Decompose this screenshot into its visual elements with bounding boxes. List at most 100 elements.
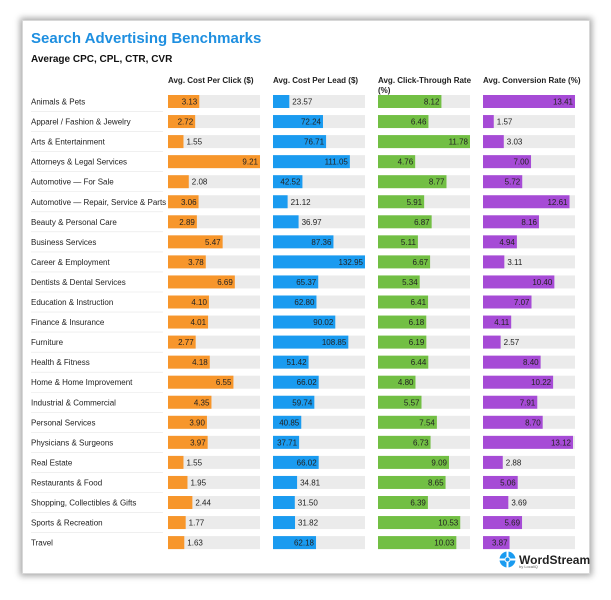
bar-cpc (168, 496, 193, 509)
chart-subtitle: Average CPC, CPL, CTR, CVR (31, 54, 173, 65)
bar-cvr (483, 135, 504, 149)
value-label-cvr: 5.72 (505, 178, 521, 187)
bar-cpl (273, 95, 290, 108)
value-label-cvr: 10.22 (531, 378, 552, 387)
bar-cvr (483, 435, 574, 449)
bar-cpl (273, 155, 350, 169)
category-label: Sports & Recreation (31, 519, 103, 528)
value-label-cpl: 36.97 (302, 218, 323, 227)
value-label-cvr: 3.11 (507, 258, 523, 267)
value-label-cpc: 5.47 (205, 238, 221, 247)
value-label-ctr: 4.76 (398, 158, 414, 167)
bar-cpc (168, 275, 235, 289)
bar-ctr (378, 536, 457, 550)
bar-cpc (168, 455, 184, 469)
value-label-ctr: 6.44 (411, 358, 427, 367)
bar-cpl (273, 536, 317, 550)
category-label: Automotive — For Sale (31, 178, 114, 187)
bar-cpl (273, 235, 334, 249)
value-label-cpl: 90.02 (313, 318, 334, 327)
value-label-cpl: 40.85 (279, 418, 300, 427)
bar-ctr (378, 496, 428, 509)
bar-cpl (273, 455, 319, 469)
bar-cpc (168, 215, 197, 229)
bar-ctr (378, 375, 416, 389)
bar-cpl (273, 175, 303, 189)
category-label: Career & Employment (31, 258, 110, 267)
bar-cvr (483, 175, 523, 189)
bar-ctr (378, 395, 422, 409)
category-label: Arts & Entertainment (31, 138, 106, 147)
bar-cpc (168, 375, 234, 389)
bar-cpl (273, 415, 302, 429)
bar-cpc (168, 95, 200, 108)
value-label-cvr: 7.91 (520, 398, 536, 407)
value-label-cpc: 4.01 (190, 318, 206, 327)
category-label: Real Estate (31, 458, 73, 467)
bar-cvr (483, 415, 543, 429)
bar-cpc (168, 235, 223, 249)
bar-ctr (378, 235, 418, 249)
category-label: Attorneys & Legal Services (31, 158, 127, 167)
bar-cpl (273, 435, 300, 449)
bar-cpl (273, 195, 288, 209)
value-label-cvr: 5.06 (500, 478, 516, 487)
bar-cvr (483, 115, 494, 129)
value-label-cpl: 132.95 (339, 258, 364, 267)
bar-cvr (483, 215, 539, 229)
value-label-cvr: 13.41 (553, 98, 574, 107)
value-label-cpl: 66.02 (297, 458, 318, 467)
value-label-ctr: 6.46 (411, 118, 427, 127)
value-label-cpc: 1.95 (190, 478, 206, 487)
wordstream-logo: WordStream by LocaliQ (499, 551, 591, 569)
benchmark-card: Search Advertising Benchmarks Average CP… (22, 20, 590, 574)
brand-name: WordStream (519, 552, 591, 567)
value-label-cpl: 111.05 (325, 158, 349, 167)
value-label-cvr: 8.16 (521, 218, 537, 227)
column-header-cvr: Avg. Conversion Rate (%) (483, 76, 581, 85)
chart-title: Search Advertising Benchmarks (31, 30, 262, 47)
bar-ctr (378, 115, 429, 129)
value-label-cpl: 34.81 (300, 478, 321, 487)
bar-cpl (273, 516, 296, 530)
value-label-cpc: 1.55 (186, 458, 202, 467)
value-label-cpc: 1.55 (186, 138, 202, 147)
category-label: Travel (31, 539, 53, 548)
value-label-cpl: 87.36 (311, 238, 332, 247)
bar-ctr (378, 215, 432, 229)
bar-cpc (168, 295, 209, 309)
category-label: Physicians & Surgeons (31, 438, 113, 447)
value-label-cvr: 3.03 (507, 138, 523, 147)
value-label-ctr: 10.53 (438, 519, 459, 528)
value-label-cvr: 4.11 (494, 318, 510, 327)
category-label: Business Services (31, 238, 96, 247)
value-label-ctr: 9.09 (431, 458, 447, 467)
bar-cpl (273, 275, 319, 289)
value-label-ctr: 11.78 (449, 138, 469, 147)
value-label-cpl: 66.02 (297, 378, 318, 387)
bar-cpc (168, 355, 210, 369)
value-label-cvr: 8.40 (523, 358, 539, 367)
value-label-cpl: 37.71 (277, 438, 298, 447)
bar-cvr (483, 335, 501, 349)
bar-cpc (168, 536, 185, 550)
value-label-cvr: 12.61 (547, 198, 568, 207)
bar-cvr (483, 315, 512, 329)
bar-cpc (168, 255, 206, 269)
wordstream-mark-icon (499, 551, 516, 568)
bar-cpc (168, 155, 260, 169)
bar-ctr (378, 516, 461, 530)
bar-cvr (483, 395, 538, 409)
category-label: Finance & Insurance (31, 318, 105, 327)
bar-ctr (378, 255, 431, 269)
bar-ctr (378, 435, 431, 449)
value-label-cpc: 1.77 (189, 519, 205, 528)
value-label-cvr: 8.70 (525, 418, 541, 427)
value-label-ctr: 8.65 (428, 478, 444, 487)
value-label-cpl: 31.82 (298, 519, 319, 528)
bar-cvr (483, 355, 541, 369)
value-label-cpc: 4.18 (192, 358, 208, 367)
bar-cvr (483, 95, 575, 108)
value-label-ctr: 4.80 (398, 378, 414, 387)
value-label-cpl: 76.71 (304, 138, 325, 147)
